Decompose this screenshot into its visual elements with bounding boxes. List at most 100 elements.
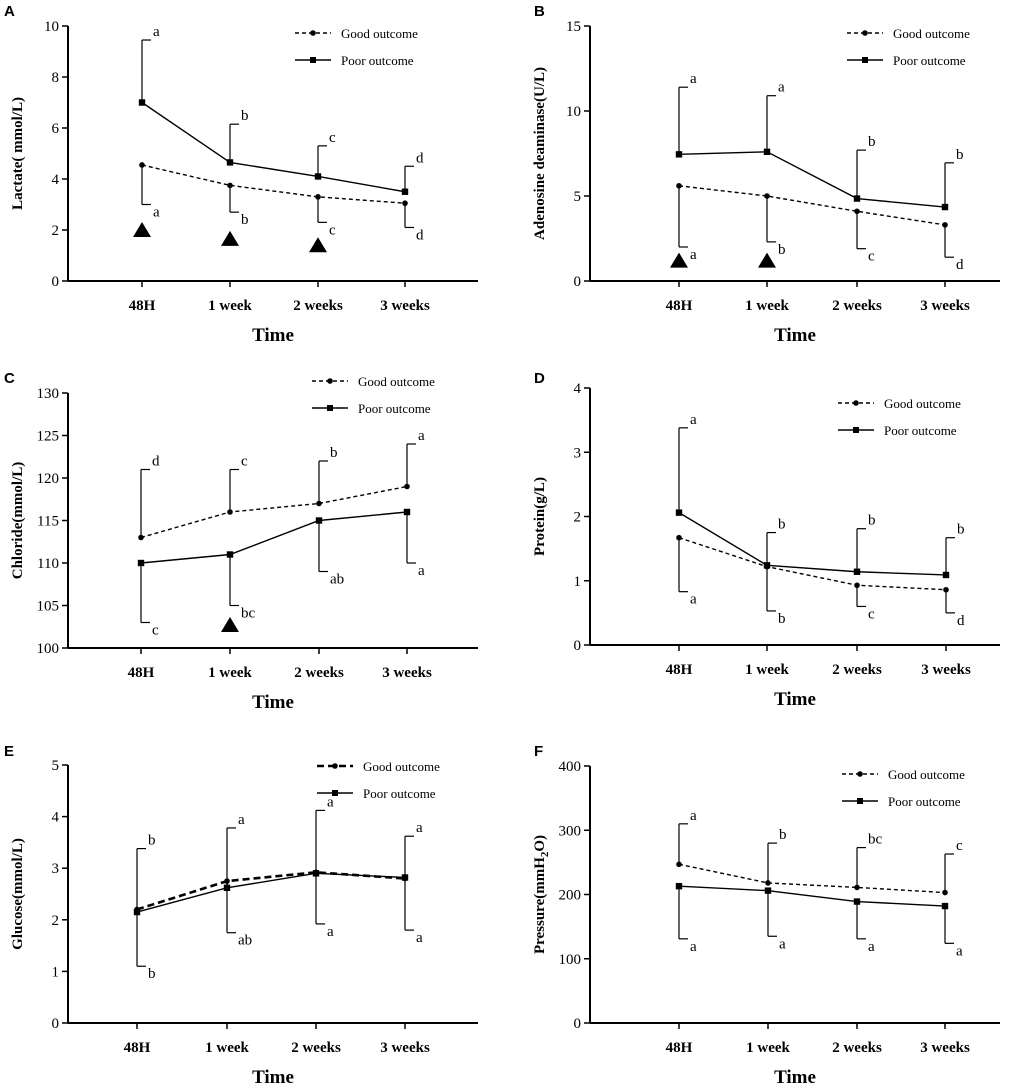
y-tick-label: 4	[574, 381, 582, 397]
data-point	[676, 534, 682, 541]
significance-letter: a	[153, 24, 160, 40]
data-point	[853, 568, 861, 575]
legend: Good outcome Poor outcome	[847, 26, 970, 68]
series-line	[678, 151, 946, 208]
legend-marker	[332, 790, 338, 796]
legend-label: Poor outcome	[358, 401, 431, 416]
data-point	[854, 582, 860, 589]
x-tick-label: 2 weeks	[832, 1040, 882, 1056]
significance-letter: b	[956, 147, 964, 163]
x-tick-label: 2 weeks	[832, 662, 882, 678]
significance-letter: a	[418, 563, 425, 579]
significance-letter: c	[152, 623, 159, 639]
x-tick-label: 1 week	[208, 665, 252, 681]
series-poor-outcome: a b b b	[675, 412, 965, 579]
panel-e: E 0 1 2 3 4 5 48H 1 week 2 weeks 3 weeks Time Glucos…	[4, 743, 478, 1088]
significance-letter: b	[778, 242, 786, 258]
panel-d: D 0 1 2 3 4 48H 1 week 2 weeks 3 weeks Time Protein…	[532, 370, 1000, 710]
legend-label: Good outcome	[363, 759, 440, 774]
x-axis-title: Time	[252, 1067, 294, 1088]
legend-label: Poor outcome	[341, 53, 414, 68]
x-tick-label: 2 weeks	[291, 1040, 341, 1056]
series-line	[678, 537, 947, 591]
x-axis-title: Time	[252, 325, 294, 346]
y-tick-label: 4	[52, 810, 60, 826]
data-point	[676, 861, 682, 868]
x-axis-title: Time	[774, 689, 816, 710]
legend: Good outcome Poor outcome	[295, 26, 418, 68]
series-poor-outcome: c bc ab a	[137, 508, 425, 639]
data-point	[941, 902, 949, 910]
series-good-outcome: a b bc c	[676, 808, 963, 896]
x-tick-label: 48H	[666, 1040, 693, 1056]
series-good-outcome: a b c d	[676, 183, 964, 273]
legend: Good outcome Poor outcome	[317, 759, 440, 801]
legend-marker	[857, 771, 863, 777]
x-tick-label: 48H	[124, 1040, 151, 1056]
y-axis-title: Protein(g/L)	[532, 477, 548, 556]
significance-letter: a	[153, 205, 160, 221]
panel-letter: B	[534, 3, 545, 20]
data-point	[942, 222, 948, 228]
significance-letter: d	[152, 454, 160, 470]
x-tick-label: 48H	[666, 298, 693, 314]
y-tick-label: 3	[574, 445, 582, 461]
significance-letter: a	[690, 592, 697, 608]
data-point	[137, 559, 145, 567]
y-tick-label: 0	[574, 638, 582, 654]
significance-letter: c	[956, 838, 963, 854]
data-point	[764, 887, 772, 894]
significance-letter: a	[956, 943, 963, 959]
significance-letter: ab	[238, 933, 252, 949]
data-point	[401, 188, 409, 195]
series-line	[141, 101, 406, 193]
legend-marker	[332, 763, 338, 769]
y-axis-title: Lactate( mmol/L)	[10, 97, 26, 210]
data-point	[314, 173, 322, 180]
y-tick-label: 2	[52, 223, 60, 239]
y-axis-title: Adenosine deaminase(U/L)	[532, 67, 548, 240]
legend-marker	[327, 405, 333, 411]
x-tick-label: 3 weeks	[920, 298, 970, 314]
y-tick-label: 200	[559, 888, 582, 904]
x-tick-label: 2 weeks	[832, 298, 882, 314]
series-line	[136, 871, 406, 911]
series-good-outcome: a b c d	[139, 162, 424, 243]
data-point	[675, 882, 683, 890]
significance-letter: b	[957, 522, 965, 538]
data-point	[138, 534, 144, 541]
significance-letter: a	[690, 412, 697, 428]
panel-letter: D	[534, 370, 545, 387]
legend-label: Poor outcome	[888, 794, 961, 809]
panel-f: F 0 100 200 300 400 48H 1 week 2 weeks 3 weeks Tim…	[532, 743, 1000, 1088]
series-good-outcome: a b c d	[676, 534, 965, 629]
data-point	[312, 870, 320, 877]
significance-triangle	[758, 252, 776, 268]
data-point	[227, 182, 233, 189]
series-line	[678, 512, 947, 576]
significance-letter: d	[956, 257, 964, 273]
series-line	[136, 872, 406, 913]
y-tick-label: 110	[37, 556, 59, 572]
data-point	[675, 151, 683, 158]
x-tick-label: 1 week	[746, 1040, 790, 1056]
x-tick-label: 1 week	[205, 1040, 249, 1056]
x-tick-label: 1 week	[745, 662, 789, 678]
significance-triangle	[221, 617, 239, 633]
data-point	[854, 208, 860, 215]
legend-label: Poor outcome	[363, 786, 436, 801]
y-tick-label: 130	[37, 386, 60, 402]
legend-marker	[310, 57, 316, 63]
significance-letter: b	[241, 108, 249, 124]
panel-a: A 0 2 4 6 8 10 48H 1 week 2 weeks 3 weeks Time Lacta…	[4, 3, 478, 346]
panel-letter: E	[4, 743, 14, 760]
legend-label: Good outcome	[341, 26, 418, 41]
x-tick-label: 1 week	[208, 298, 252, 314]
data-point	[133, 908, 141, 916]
legend: Good outcome Poor outcome	[312, 374, 435, 416]
significance-letter: bc	[241, 606, 256, 622]
y-tick-label: 2	[52, 913, 60, 929]
data-point	[765, 880, 771, 886]
significance-triangle	[670, 252, 688, 268]
